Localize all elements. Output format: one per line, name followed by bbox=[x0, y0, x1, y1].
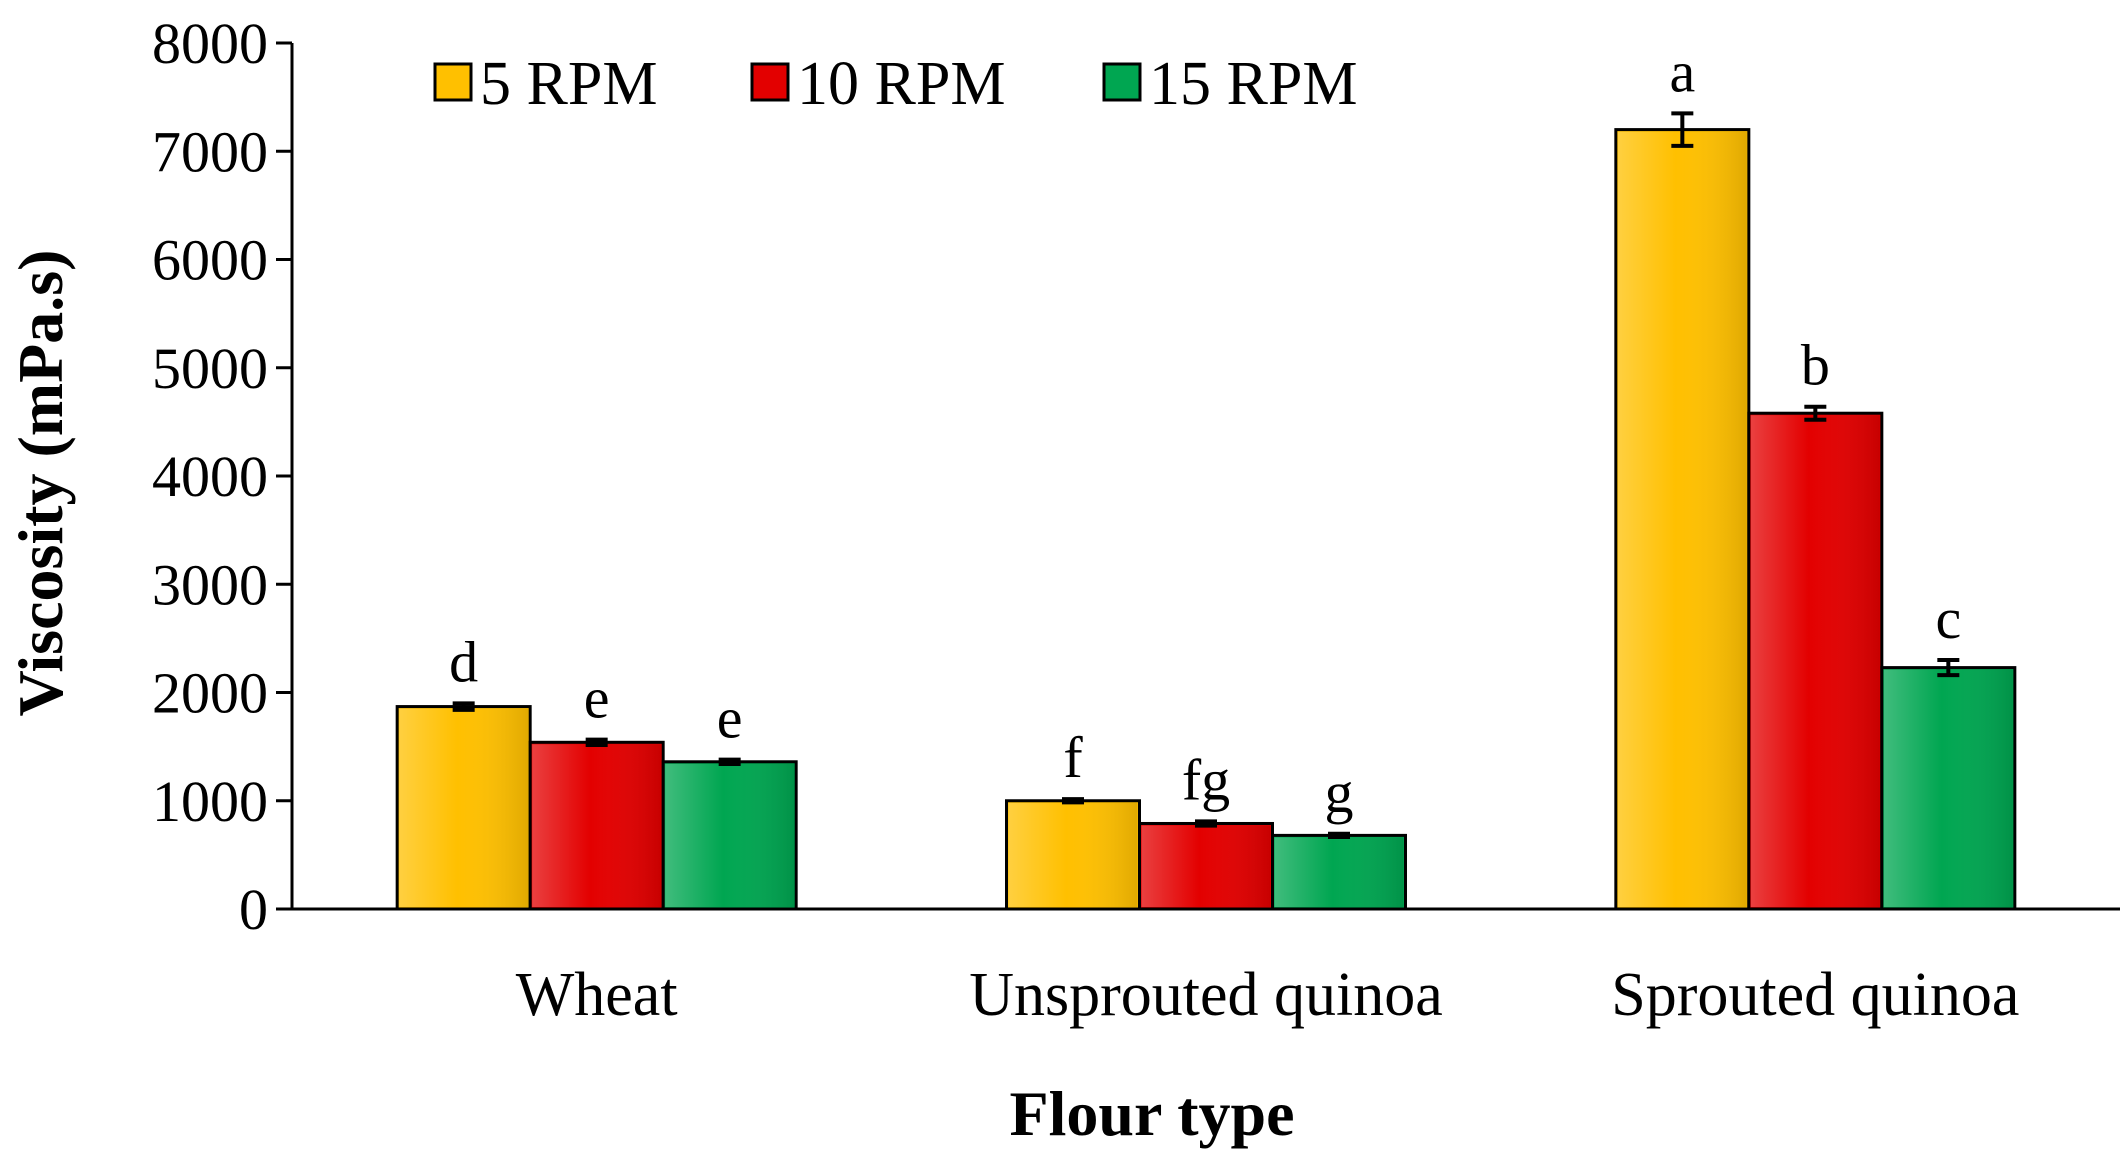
y-tick-label: 2000 bbox=[152, 661, 268, 726]
bar-shading bbox=[1883, 669, 2013, 907]
legend-swatch bbox=[1102, 62, 1142, 102]
x-category-label: Wheat bbox=[516, 961, 678, 1029]
bar-shading bbox=[1008, 802, 1138, 907]
legend: 5 RPM 10 RPM 15 RPM bbox=[433, 50, 1357, 118]
x-axis-title: Flour type bbox=[1009, 1078, 1294, 1149]
bar-shading bbox=[1617, 131, 1747, 908]
legend-swatch bbox=[750, 62, 790, 102]
y-tick-label: 7000 bbox=[152, 119, 268, 184]
significance-label: d bbox=[449, 629, 478, 694]
y-tick-label: 3000 bbox=[152, 552, 268, 617]
x-category-label: Unsprouted quinoa bbox=[969, 961, 1443, 1029]
y-tick-label: 1000 bbox=[152, 769, 268, 834]
y-tick-label: 5000 bbox=[152, 336, 268, 401]
significance-label: c bbox=[1935, 586, 1961, 651]
significance-label: e bbox=[717, 686, 743, 751]
bar-shading bbox=[532, 744, 662, 907]
legend-label: 5 RPM bbox=[480, 50, 657, 118]
y-axis: 0 1000 2000 3000 4000 5000 6000 7000 8000 bbox=[152, 11, 294, 942]
bar-shading bbox=[1141, 825, 1271, 907]
legend-swatch bbox=[433, 62, 473, 102]
legend-label: 10 RPM bbox=[797, 50, 1005, 118]
significance-label: fg bbox=[1182, 747, 1230, 812]
bars: d e e f fg g a b c bbox=[395, 39, 2017, 911]
significance-label: e bbox=[584, 666, 610, 731]
significance-label: a bbox=[1669, 39, 1695, 104]
y-tick-label: 0 bbox=[239, 877, 268, 942]
x-category-label: Sprouted quinoa bbox=[1611, 961, 2019, 1029]
legend-label: 15 RPM bbox=[1149, 50, 1357, 118]
y-tick-label: 6000 bbox=[152, 228, 268, 293]
y-axis-title: Viscosity (mPa.s) bbox=[5, 250, 76, 717]
bar-shading bbox=[1750, 415, 1880, 907]
significance-label: g bbox=[1325, 760, 1354, 825]
significance-label: f bbox=[1063, 725, 1083, 790]
bar-shading bbox=[399, 708, 529, 907]
x-axis: Wheat Unsprouted quinoa Sprouted quinoa bbox=[292, 907, 2120, 1029]
y-tick-label: 4000 bbox=[152, 444, 268, 509]
significance-label: b bbox=[1801, 333, 1830, 398]
bar-shading bbox=[1274, 837, 1404, 907]
y-tick-label: 8000 bbox=[152, 11, 268, 76]
bar-shading bbox=[665, 763, 795, 907]
